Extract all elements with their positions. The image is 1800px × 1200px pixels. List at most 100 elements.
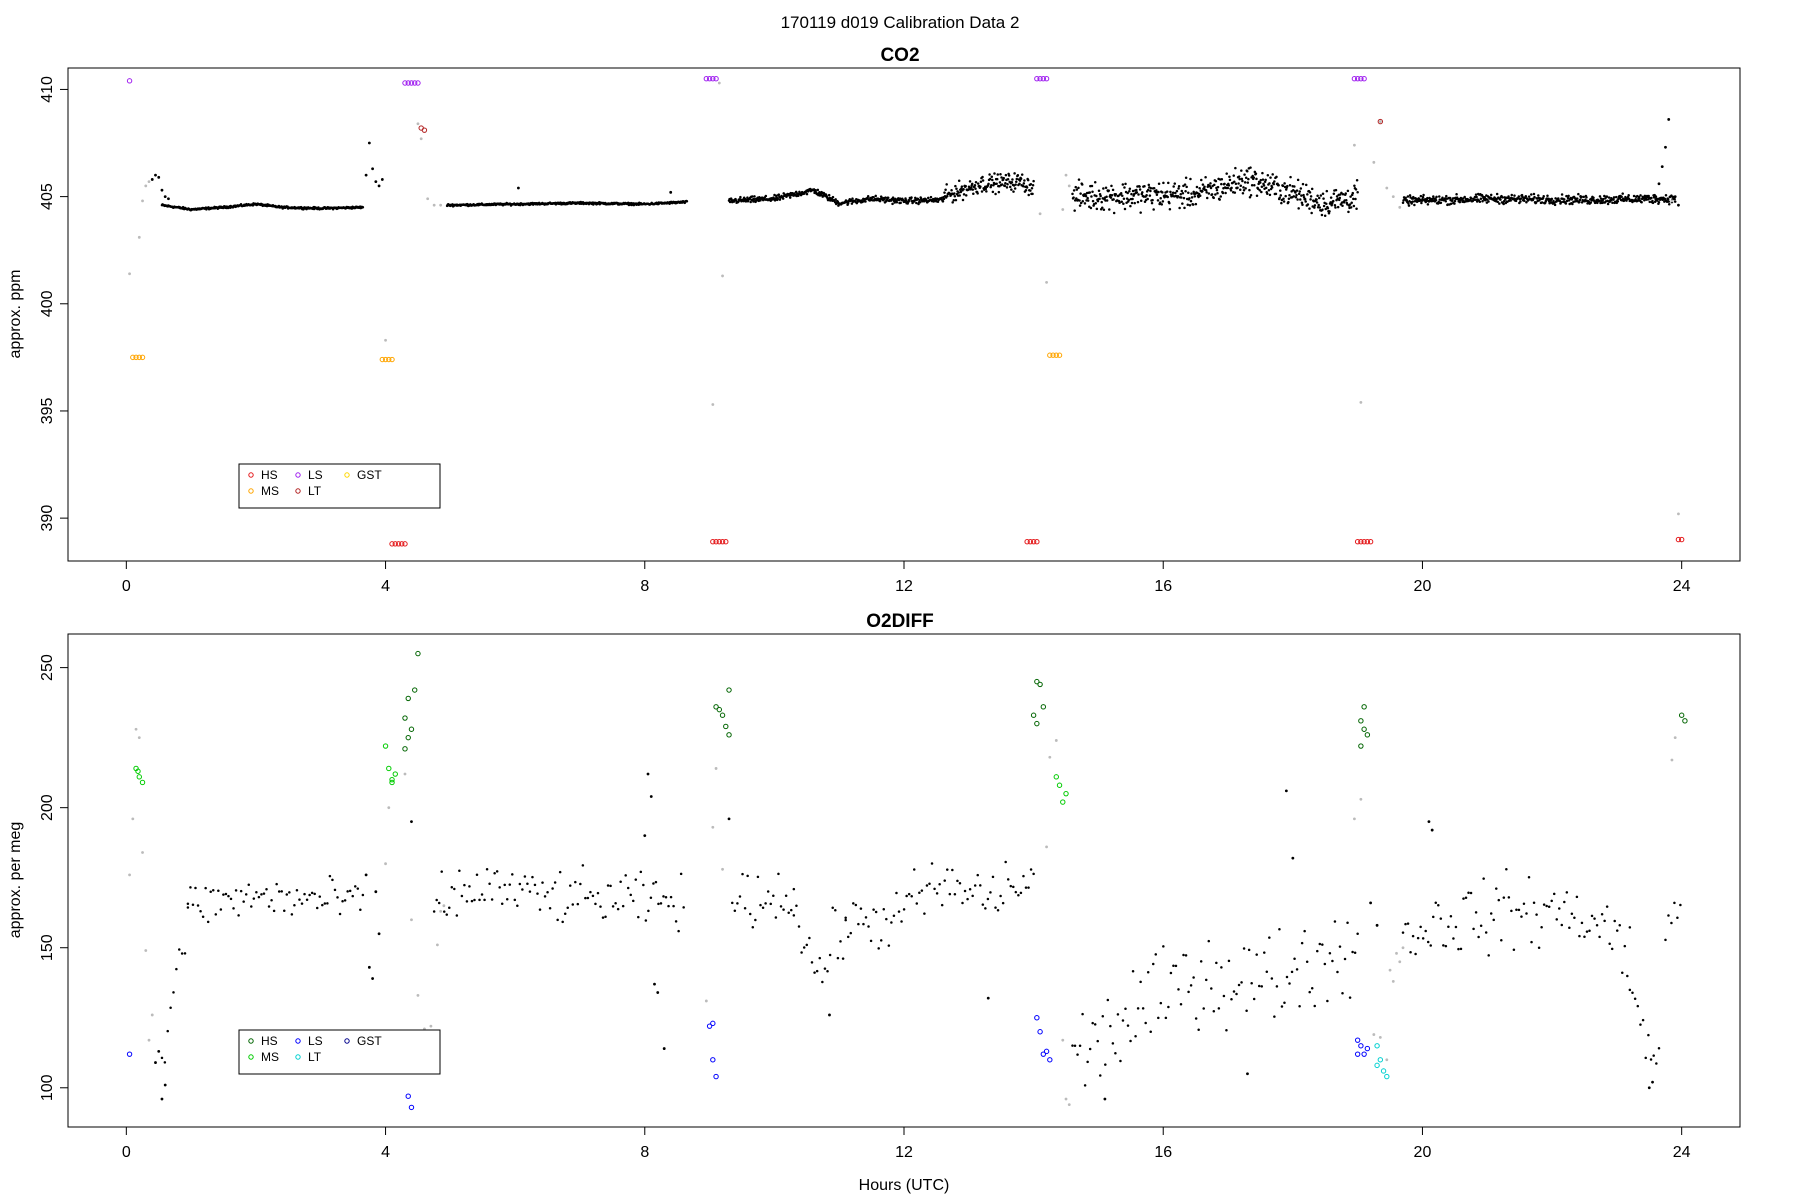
ambient-point [1031,192,1034,196]
ambient-point [1316,949,1319,953]
ambient-point [1071,192,1074,196]
ambient-point [1197,1028,1200,1032]
point-LS [412,80,418,86]
ambient-point [1226,186,1230,190]
ambient-point [1093,180,1097,184]
point-HS [395,541,402,547]
ambient-point [579,882,582,886]
ambient-point [1230,186,1233,190]
ambient-point [1474,198,1477,201]
ambient-point [1592,196,1595,200]
ambient-point [981,903,985,906]
ambient-point [1585,196,1588,199]
ambient-point [1210,193,1214,196]
ambient-point [1079,192,1082,195]
ambient-point [1512,948,1516,951]
ambient-point [1643,198,1646,202]
point-LS [1361,1051,1367,1057]
ambient-point [1322,204,1326,208]
ambient-point [1286,184,1289,188]
ambient-point [1441,196,1444,199]
ambient-point [160,1056,164,1060]
ambient-point [1154,953,1158,956]
ambient-point [1317,203,1320,207]
point-LT [1380,1068,1387,1074]
ambient-point [1238,188,1242,192]
ambient-point [769,902,772,906]
ambient-point [1429,944,1432,947]
ambient-point [879,939,883,942]
flush-point [144,184,148,188]
ambient-point [952,198,955,202]
flush-point [1359,797,1363,801]
ambient-point [772,894,775,897]
ambient-point [333,888,337,892]
ambient-point [1027,886,1030,889]
point-HS [710,539,716,545]
ambient-point [844,918,847,922]
ambient-point [1167,1005,1170,1009]
ambient-point [1205,196,1209,200]
flush-point [721,867,724,871]
ambient-point [1099,1074,1102,1077]
point-LS [405,80,411,86]
flush-point [721,274,724,278]
ambient-point [646,772,650,776]
ambient-point [1268,182,1271,185]
ambient-point [1152,208,1155,211]
ambient-point [432,910,436,913]
ambient-point [951,201,954,204]
point-LS [1037,1029,1043,1035]
flush-point [1372,1033,1376,1036]
ambient-point [257,895,261,899]
ambient-point [1278,927,1281,931]
ambient-point [1540,926,1543,929]
ambient-point [1261,178,1265,181]
ambient-point [973,884,977,887]
ambient-point [953,892,957,896]
point-HS [1037,681,1043,688]
legend-label-GST: GST [357,468,382,482]
point-HS [1361,704,1367,710]
ambient-point [1177,184,1181,188]
ambient-point [553,881,557,884]
ambient-point [1084,194,1088,198]
ambient-point [594,902,597,906]
ambient-point [1636,1004,1640,1008]
ambient-point [1029,868,1033,871]
ambient-point [346,890,349,893]
ambient-point [1261,171,1264,175]
ambient-point [852,902,855,905]
ambient-point [528,890,532,893]
ambient-point [1104,1063,1107,1066]
ambient-point [1123,207,1127,211]
ambient-point [1010,180,1014,184]
ambient-point [1520,193,1524,197]
ambient-point [1029,183,1033,186]
ambient-point [1240,169,1243,172]
ambient-point [1204,189,1208,192]
ambient-point [1487,954,1490,957]
ambient-point [367,141,371,145]
flush-point [141,851,144,854]
ambient-point [1621,971,1624,975]
ambient-point [1571,202,1574,206]
ambient-point [517,186,520,190]
ambient-point [954,184,957,188]
point-MS [1047,352,1053,358]
ambient-point [1411,934,1415,938]
ambient-point [1146,197,1149,201]
point-HS [1678,712,1685,718]
ambient-point [828,953,832,957]
ambient-point [1216,185,1220,189]
ambient-point [1481,199,1484,203]
point-LS [1354,1037,1361,1043]
ambient-point [1354,197,1357,201]
ambient-point [1623,944,1627,948]
ambient-point [989,183,993,187]
flush-point [384,338,387,342]
ambient-point [1342,201,1346,204]
ambient-point [1346,189,1350,193]
ambient-point [1638,197,1641,200]
flush-point [128,272,131,276]
